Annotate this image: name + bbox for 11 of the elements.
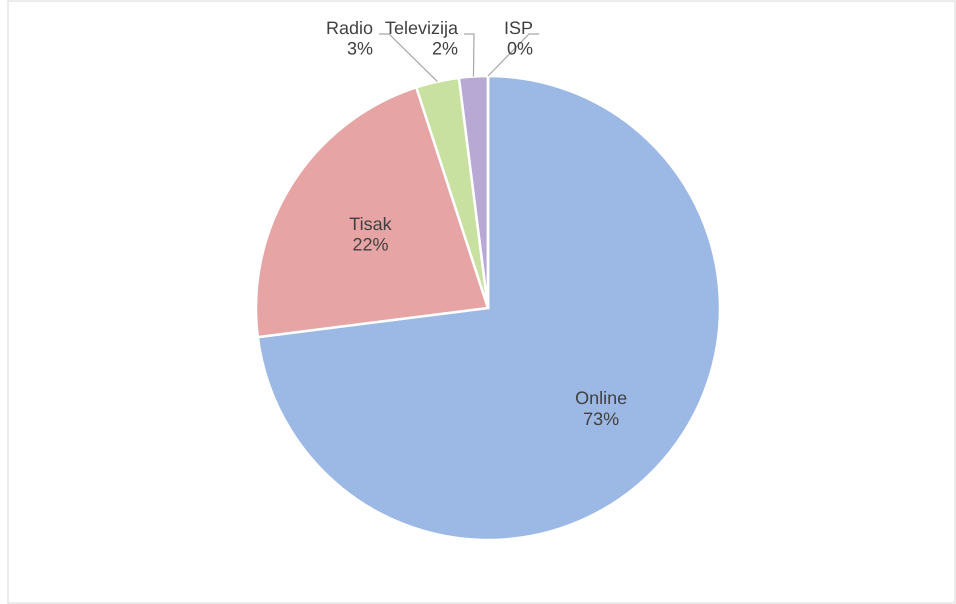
slice-label: Televizija [384,18,459,38]
slice-label: Radio [326,18,373,38]
data-label: 22% [352,234,388,255]
text: 0% [506,38,533,59]
pie-slice [256,74,722,542]
data-label: 73% [583,408,620,429]
data-label: 2% [432,38,458,59]
data-label: 3% [346,38,373,59]
category-label: ISP [504,18,533,38]
slice-label: Tisak [349,214,393,234]
slice-label: Online [575,388,628,408]
